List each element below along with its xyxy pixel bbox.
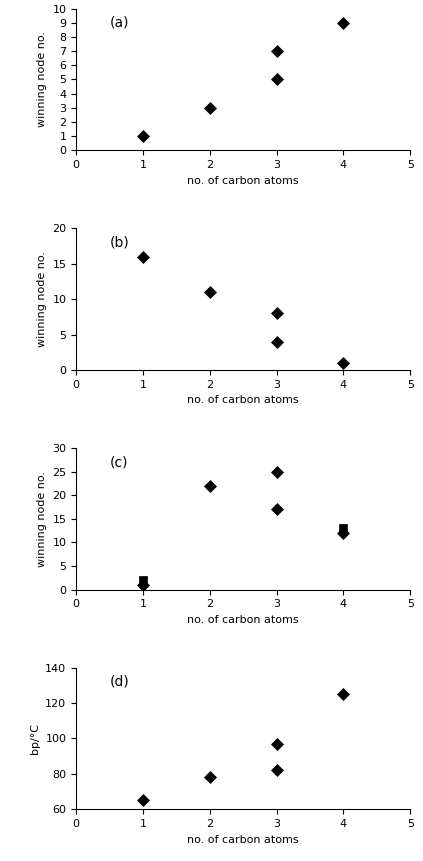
X-axis label: no. of carbon atoms: no. of carbon atoms <box>187 176 299 186</box>
X-axis label: no. of carbon atoms: no. of carbon atoms <box>187 615 299 625</box>
Text: (c): (c) <box>110 455 128 469</box>
Text: (b): (b) <box>110 235 129 250</box>
Y-axis label: winning node no.: winning node no. <box>37 32 47 127</box>
X-axis label: no. of carbon atoms: no. of carbon atoms <box>187 395 299 406</box>
Text: (d): (d) <box>110 675 129 689</box>
Y-axis label: bp/°C: bp/°C <box>30 723 40 754</box>
Y-axis label: winning node no.: winning node no. <box>37 471 47 567</box>
X-axis label: no. of carbon atoms: no. of carbon atoms <box>187 834 299 845</box>
Y-axis label: winning node no.: winning node no. <box>37 251 47 347</box>
Text: (a): (a) <box>110 15 129 29</box>
